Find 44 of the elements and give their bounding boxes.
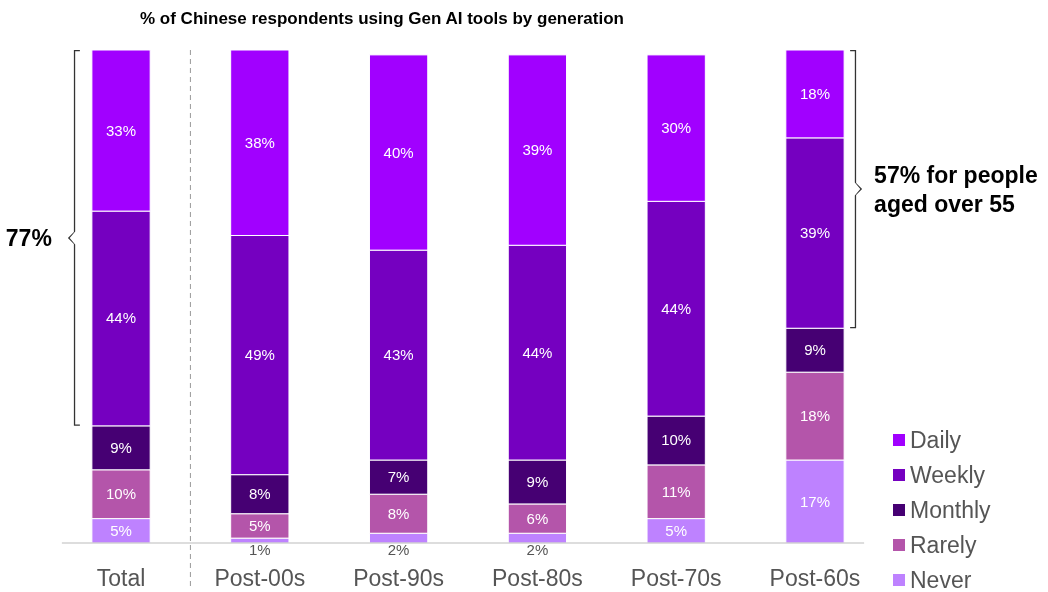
data-label: 11% [661, 482, 691, 500]
x-tick-label: Post-70s [630, 565, 722, 591]
x-tick-label: Post-80s [492, 565, 583, 591]
data-label: 9% [110, 438, 132, 456]
data-label: 39% [799, 224, 830, 242]
text: 77% [5, 224, 52, 251]
legend-label: Never [910, 567, 972, 592]
data-label: 1% [248, 541, 271, 558]
data-label: 10% [106, 485, 137, 503]
x-tick-label: Total [96, 565, 146, 591]
data-label: 9% [804, 341, 826, 359]
data-label: 18% [799, 407, 830, 425]
data-label: 2% [387, 541, 410, 558]
data-label: 30% [661, 119, 692, 137]
data-label: 40% [383, 143, 414, 161]
data-label: 7% [387, 468, 410, 486]
legend-label: Monthly [910, 497, 992, 523]
data-label: 43% [383, 346, 414, 364]
data-label: 8% [248, 485, 271, 503]
data-label: 38% [244, 133, 275, 151]
chart-title: % of Chinese respondents using Gen AI tools by generation [140, 9, 624, 28]
data-label: 5% [248, 516, 271, 534]
text: 57% for people aged over 55 [874, 162, 1038, 218]
data-label: 9% [526, 472, 549, 490]
legend-label: Daily [910, 427, 962, 453]
data-label: 5% [665, 521, 688, 539]
data-label: 44% [106, 309, 137, 327]
data-label: 6% [526, 509, 549, 527]
data-label: 44% [661, 299, 692, 317]
data-label: 2% [526, 541, 549, 558]
data-label: 44% [522, 343, 553, 361]
data-label: 5% [110, 521, 132, 539]
data-label: 8% [387, 504, 410, 522]
legend-label: Weekly [910, 462, 986, 488]
data-label: 10% [661, 431, 692, 449]
x-tick-label: Post-60s [769, 565, 861, 591]
data-label: 33% [106, 121, 137, 139]
data-label: 39% [522, 141, 553, 159]
x-tick-label: Post-90s [353, 565, 444, 591]
legend-label: Rarely [910, 532, 977, 558]
x-tick-label: Post-00s [214, 565, 306, 591]
data-label: 49% [244, 346, 275, 364]
data-label: 17% [799, 492, 830, 510]
data-label: 18% [799, 84, 830, 102]
